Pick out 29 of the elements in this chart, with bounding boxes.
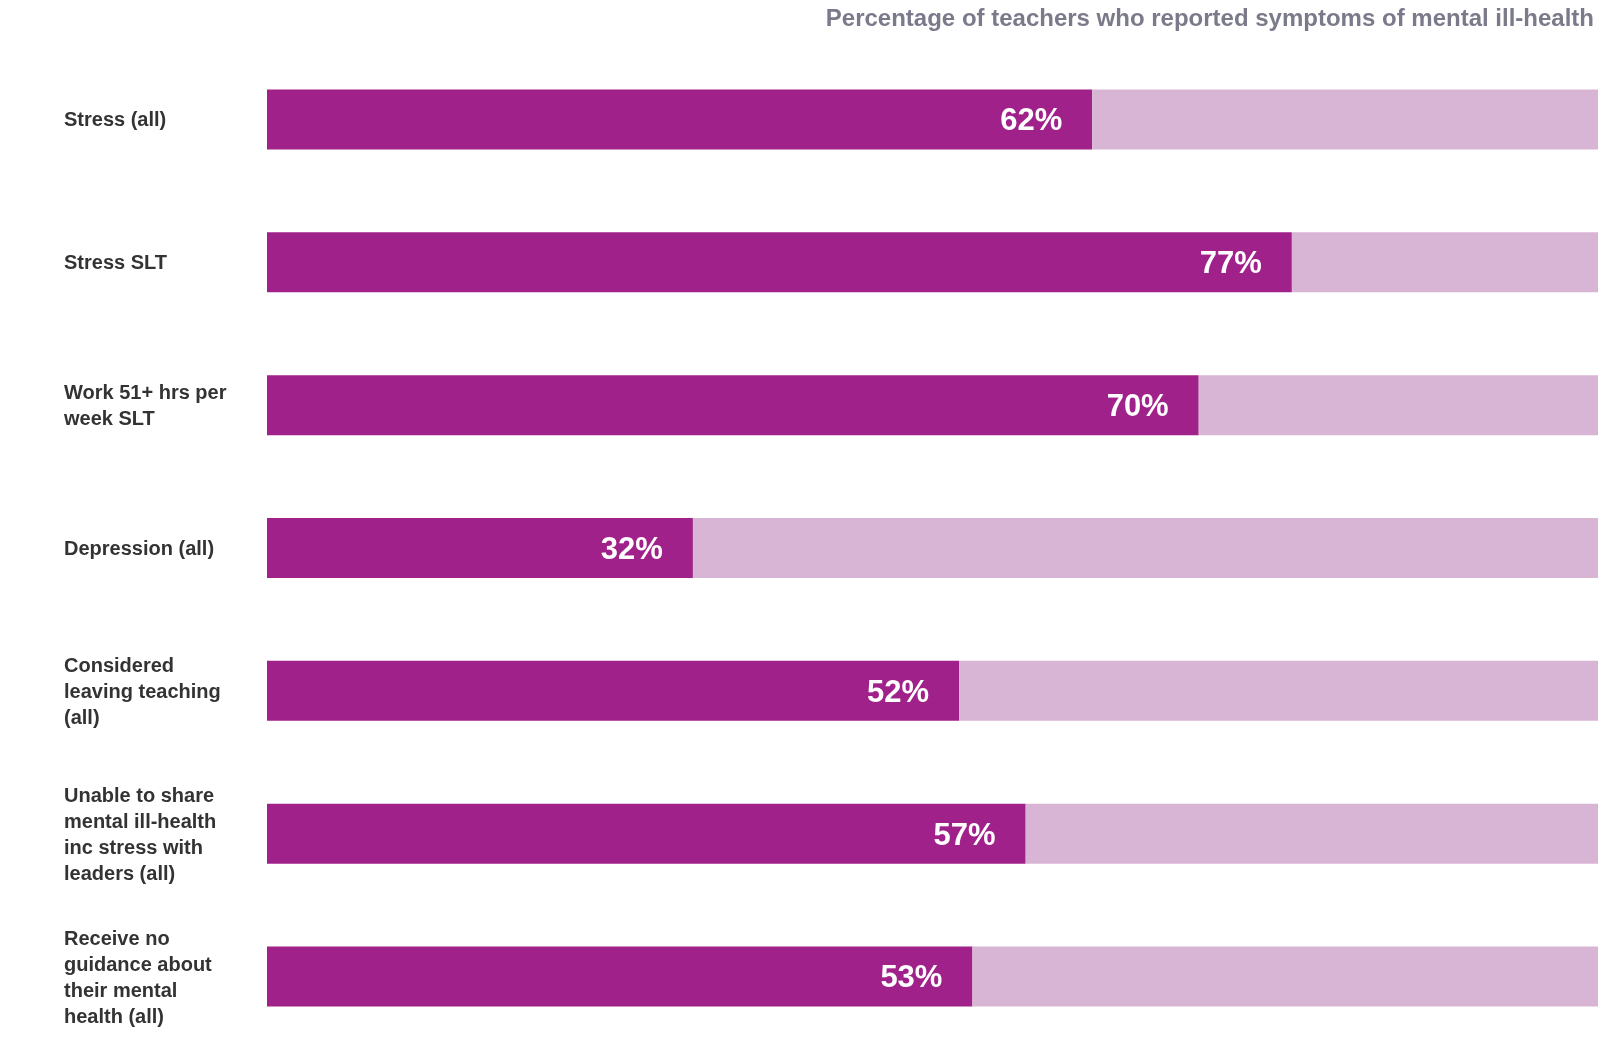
bar (1198, 375, 1598, 436)
chart-title: Percentage of teachers who reported symptoms of mental ill-health (824, 4, 1595, 33)
bar (1092, 89, 1598, 150)
y-tick-label: Work 51+ hrs per week SLT (63, 381, 227, 430)
bar (972, 946, 1598, 1007)
data-label: 77% (1199, 245, 1262, 281)
y-tick-label: Depression (all) (64, 537, 215, 559)
bar (267, 518, 693, 578)
bar (267, 375, 1199, 436)
y-tick-label: Stress SLT (64, 251, 167, 274)
data-label: 32% (600, 530, 663, 566)
bar (959, 660, 1598, 721)
bar (1291, 232, 1598, 293)
y-tick-label: Unable to share mental ill-health inc stress with leaders (all) (64, 783, 217, 884)
bar (1025, 803, 1598, 864)
data-label: 70% (1106, 387, 1169, 423)
y-tick-label: Receive no guidance about their mental health (all) (64, 926, 213, 1027)
y-tick-label: Considered leaving teaching (all) (64, 653, 221, 728)
data-label: 62% (1000, 102, 1063, 138)
data-label: 53% (880, 959, 943, 995)
data-label: 52% (867, 673, 930, 709)
bar (267, 946, 973, 1007)
bar (267, 660, 960, 721)
bar (267, 803, 1026, 864)
bar (267, 232, 1292, 293)
y-tick-label: Stress (all) (64, 108, 167, 131)
bar (267, 89, 1093, 150)
bar (692, 518, 1598, 578)
data-label: 57% (933, 816, 996, 852)
